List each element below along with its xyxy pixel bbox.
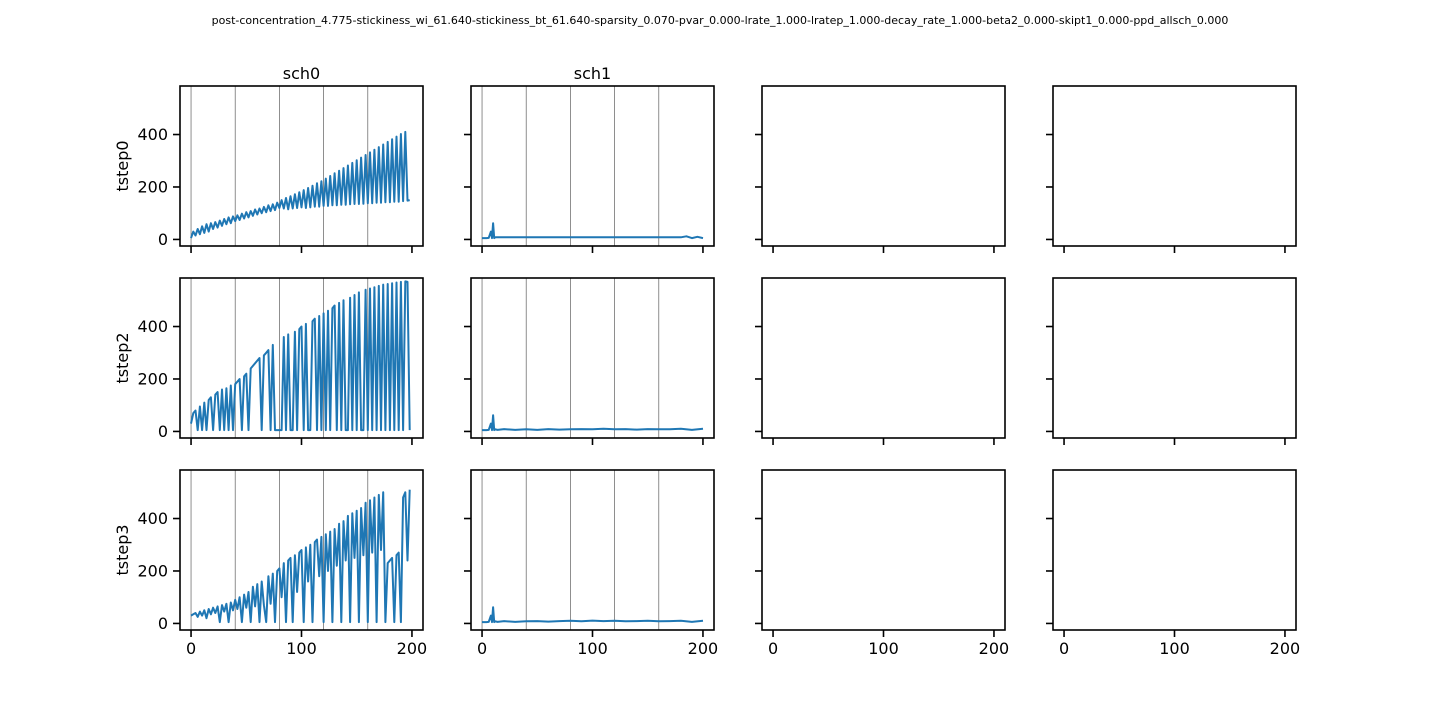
axes-frame <box>1052 277 1297 439</box>
x-tick-label: 100 <box>577 639 608 658</box>
figure-suptitle: post-concentration_4.775-stickiness_wi_6… <box>212 14 1229 27</box>
subplot-r1-c1 <box>464 277 715 445</box>
axes-frame <box>470 85 715 247</box>
row-label: tstep2 <box>113 332 132 383</box>
x-tick-label: 200 <box>688 639 719 658</box>
x-tick-label: 0 <box>1059 639 1069 658</box>
subplot-r1-c2 <box>755 277 1006 445</box>
axes-frame <box>761 277 1006 439</box>
axes-frame <box>470 469 715 631</box>
axes-frame <box>1052 85 1297 247</box>
row-label: tstep3 <box>113 524 132 575</box>
axes-frame <box>470 277 715 439</box>
y-tick-label: 400 <box>137 317 168 336</box>
y-tick-label: 0 <box>158 230 168 249</box>
axes-frame <box>1052 469 1297 631</box>
column-title: sch1 <box>574 64 611 83</box>
x-tick-label: 200 <box>979 639 1010 658</box>
subplot-r2-c0: 0 200 400 0 100 200 tstep3 <box>113 469 428 658</box>
x-tick-label: 100 <box>868 639 899 658</box>
series-line-tstep2-sch0 <box>190 280 411 432</box>
series-line-tstep3-sch1 <box>482 606 704 624</box>
subplot-r2-c2: 0 100 200 <box>755 469 1010 658</box>
x-tick-label: 0 <box>186 639 196 658</box>
subplot-r1-c0: 0 200 400 tstep2 <box>113 277 424 445</box>
x-tick-label: 200 <box>1270 639 1301 658</box>
y-tick-label: 400 <box>137 509 168 528</box>
y-tick-label: 200 <box>137 177 168 196</box>
subplot-r1-c3 <box>1046 277 1297 445</box>
panel-grid: 0 200 400 sch0 tstep0 sch1 0 200 400 tstep2 0 200 40… <box>113 64 1300 658</box>
y-tick-label: 200 <box>137 561 168 580</box>
series-line-tstep3-sch0 <box>190 489 411 624</box>
series-line-tstep0-sch0 <box>190 130 410 239</box>
x-tick-label: 200 <box>397 639 428 658</box>
column-title: sch0 <box>283 64 320 83</box>
x-tick-label: 0 <box>768 639 778 658</box>
series-line-tstep2-sch1 <box>482 414 704 432</box>
row-label: tstep0 <box>113 140 132 191</box>
x-tick-label: 100 <box>1159 639 1190 658</box>
y-tick-label: 400 <box>137 125 168 144</box>
y-tick-label: 0 <box>158 614 168 633</box>
axes-frame <box>761 85 1006 247</box>
subplot-r2-c1: 0 100 200 <box>464 469 719 658</box>
y-tick-label: 0 <box>158 422 168 441</box>
x-tick-label: 0 <box>477 639 487 658</box>
subplot-r0-c3 <box>1046 85 1297 253</box>
subplot-r0-c0: 0 200 400 sch0 tstep0 <box>113 64 424 253</box>
subplot-r2-c3: 0 100 200 <box>1046 469 1301 658</box>
x-tick-label: 100 <box>286 639 317 658</box>
subplot-r0-c2 <box>755 85 1006 253</box>
y-tick-label: 200 <box>137 369 168 388</box>
subplot-r0-c1: sch1 <box>464 64 715 253</box>
axes-frame <box>761 469 1006 631</box>
series-line-tstep0-sch1 <box>482 222 704 240</box>
